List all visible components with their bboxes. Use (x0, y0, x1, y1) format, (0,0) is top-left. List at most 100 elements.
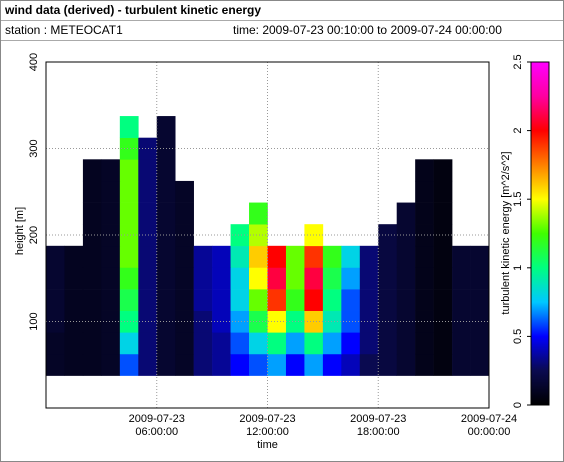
cell (341, 245, 361, 268)
cell (378, 245, 398, 268)
cell (119, 180, 139, 203)
cell (249, 353, 268, 376)
cell (396, 353, 416, 376)
cell (119, 245, 139, 268)
cell (452, 310, 471, 333)
cell (415, 332, 434, 355)
cell (249, 332, 268, 355)
cell (212, 289, 231, 311)
cell (378, 267, 398, 290)
cell (138, 267, 158, 290)
cell (64, 289, 84, 311)
cell (452, 353, 471, 376)
cell (46, 332, 65, 355)
cell (82, 159, 102, 182)
cell (249, 245, 268, 268)
cell (212, 332, 231, 355)
cell (119, 353, 139, 376)
cell (378, 289, 398, 311)
cell (267, 267, 287, 290)
cell (64, 353, 84, 376)
cell (322, 310, 342, 333)
cell (82, 267, 102, 290)
cell (156, 332, 176, 355)
cell (285, 332, 305, 355)
cell (341, 289, 361, 311)
cell (46, 289, 65, 311)
cell (415, 180, 434, 203)
cell (101, 310, 121, 333)
chart: 100 200 300 400 2009-07-23 06:00:00 2009-07-23… (14, 53, 550, 451)
cell (341, 332, 361, 355)
cell (46, 245, 65, 268)
cell (82, 224, 102, 247)
cell (82, 180, 102, 203)
cell (249, 289, 268, 311)
cell (230, 310, 250, 333)
cell (82, 332, 102, 355)
cell (433, 202, 453, 225)
cell (212, 245, 231, 268)
cell (138, 137, 158, 160)
cell (359, 289, 379, 311)
cell (82, 245, 102, 268)
cell (267, 310, 287, 333)
x-tick-label: 2009-07-23 12:00:00 (239, 413, 295, 438)
cell (175, 353, 194, 376)
cell (359, 353, 379, 376)
cell (433, 353, 453, 376)
y-tick-label: 100 (28, 312, 40, 330)
cell (396, 332, 416, 355)
cell (396, 289, 416, 311)
cell (230, 332, 250, 355)
cell (175, 332, 194, 355)
cell (267, 289, 287, 311)
cell (433, 289, 453, 311)
cell (175, 180, 194, 203)
time-range: time: 2009-07-23 00:10:00 to 2009-07-24 … (233, 23, 502, 37)
cell (119, 332, 139, 355)
cell (101, 180, 121, 203)
cell (452, 267, 471, 290)
cell (101, 332, 121, 355)
cell (156, 267, 176, 290)
cell (82, 353, 102, 376)
cell (433, 245, 453, 268)
cell (119, 310, 139, 333)
cell (193, 245, 213, 268)
cell (193, 332, 213, 355)
cell (119, 116, 139, 138)
cell (470, 332, 490, 355)
cell (378, 353, 398, 376)
cell (322, 353, 342, 376)
cell (64, 245, 84, 268)
cell (249, 224, 268, 247)
info-row: station : METEOCAT1 time: 2009-07-23 00:… (1, 21, 563, 41)
cell (156, 116, 176, 138)
cell (249, 202, 268, 225)
cell (119, 202, 139, 225)
cell (175, 202, 194, 225)
cell (322, 332, 342, 355)
title: wind data (derived) - turbulent kinetic … (1, 1, 563, 21)
cell (341, 353, 361, 376)
cell (46, 267, 65, 290)
cell (175, 245, 194, 268)
cell (138, 332, 158, 355)
cell (119, 267, 139, 290)
cell (452, 289, 471, 311)
cell (396, 267, 416, 290)
cell (285, 289, 305, 311)
cell (304, 332, 324, 355)
colorbar-tick-label: 2.5 (512, 54, 524, 69)
cell (433, 310, 453, 333)
cell (212, 310, 231, 333)
cell (101, 224, 121, 247)
cell (433, 332, 453, 355)
cell (138, 180, 158, 203)
cell (378, 332, 398, 355)
cell (175, 267, 194, 290)
cell (322, 267, 342, 290)
cell (156, 289, 176, 311)
cell (101, 353, 121, 376)
